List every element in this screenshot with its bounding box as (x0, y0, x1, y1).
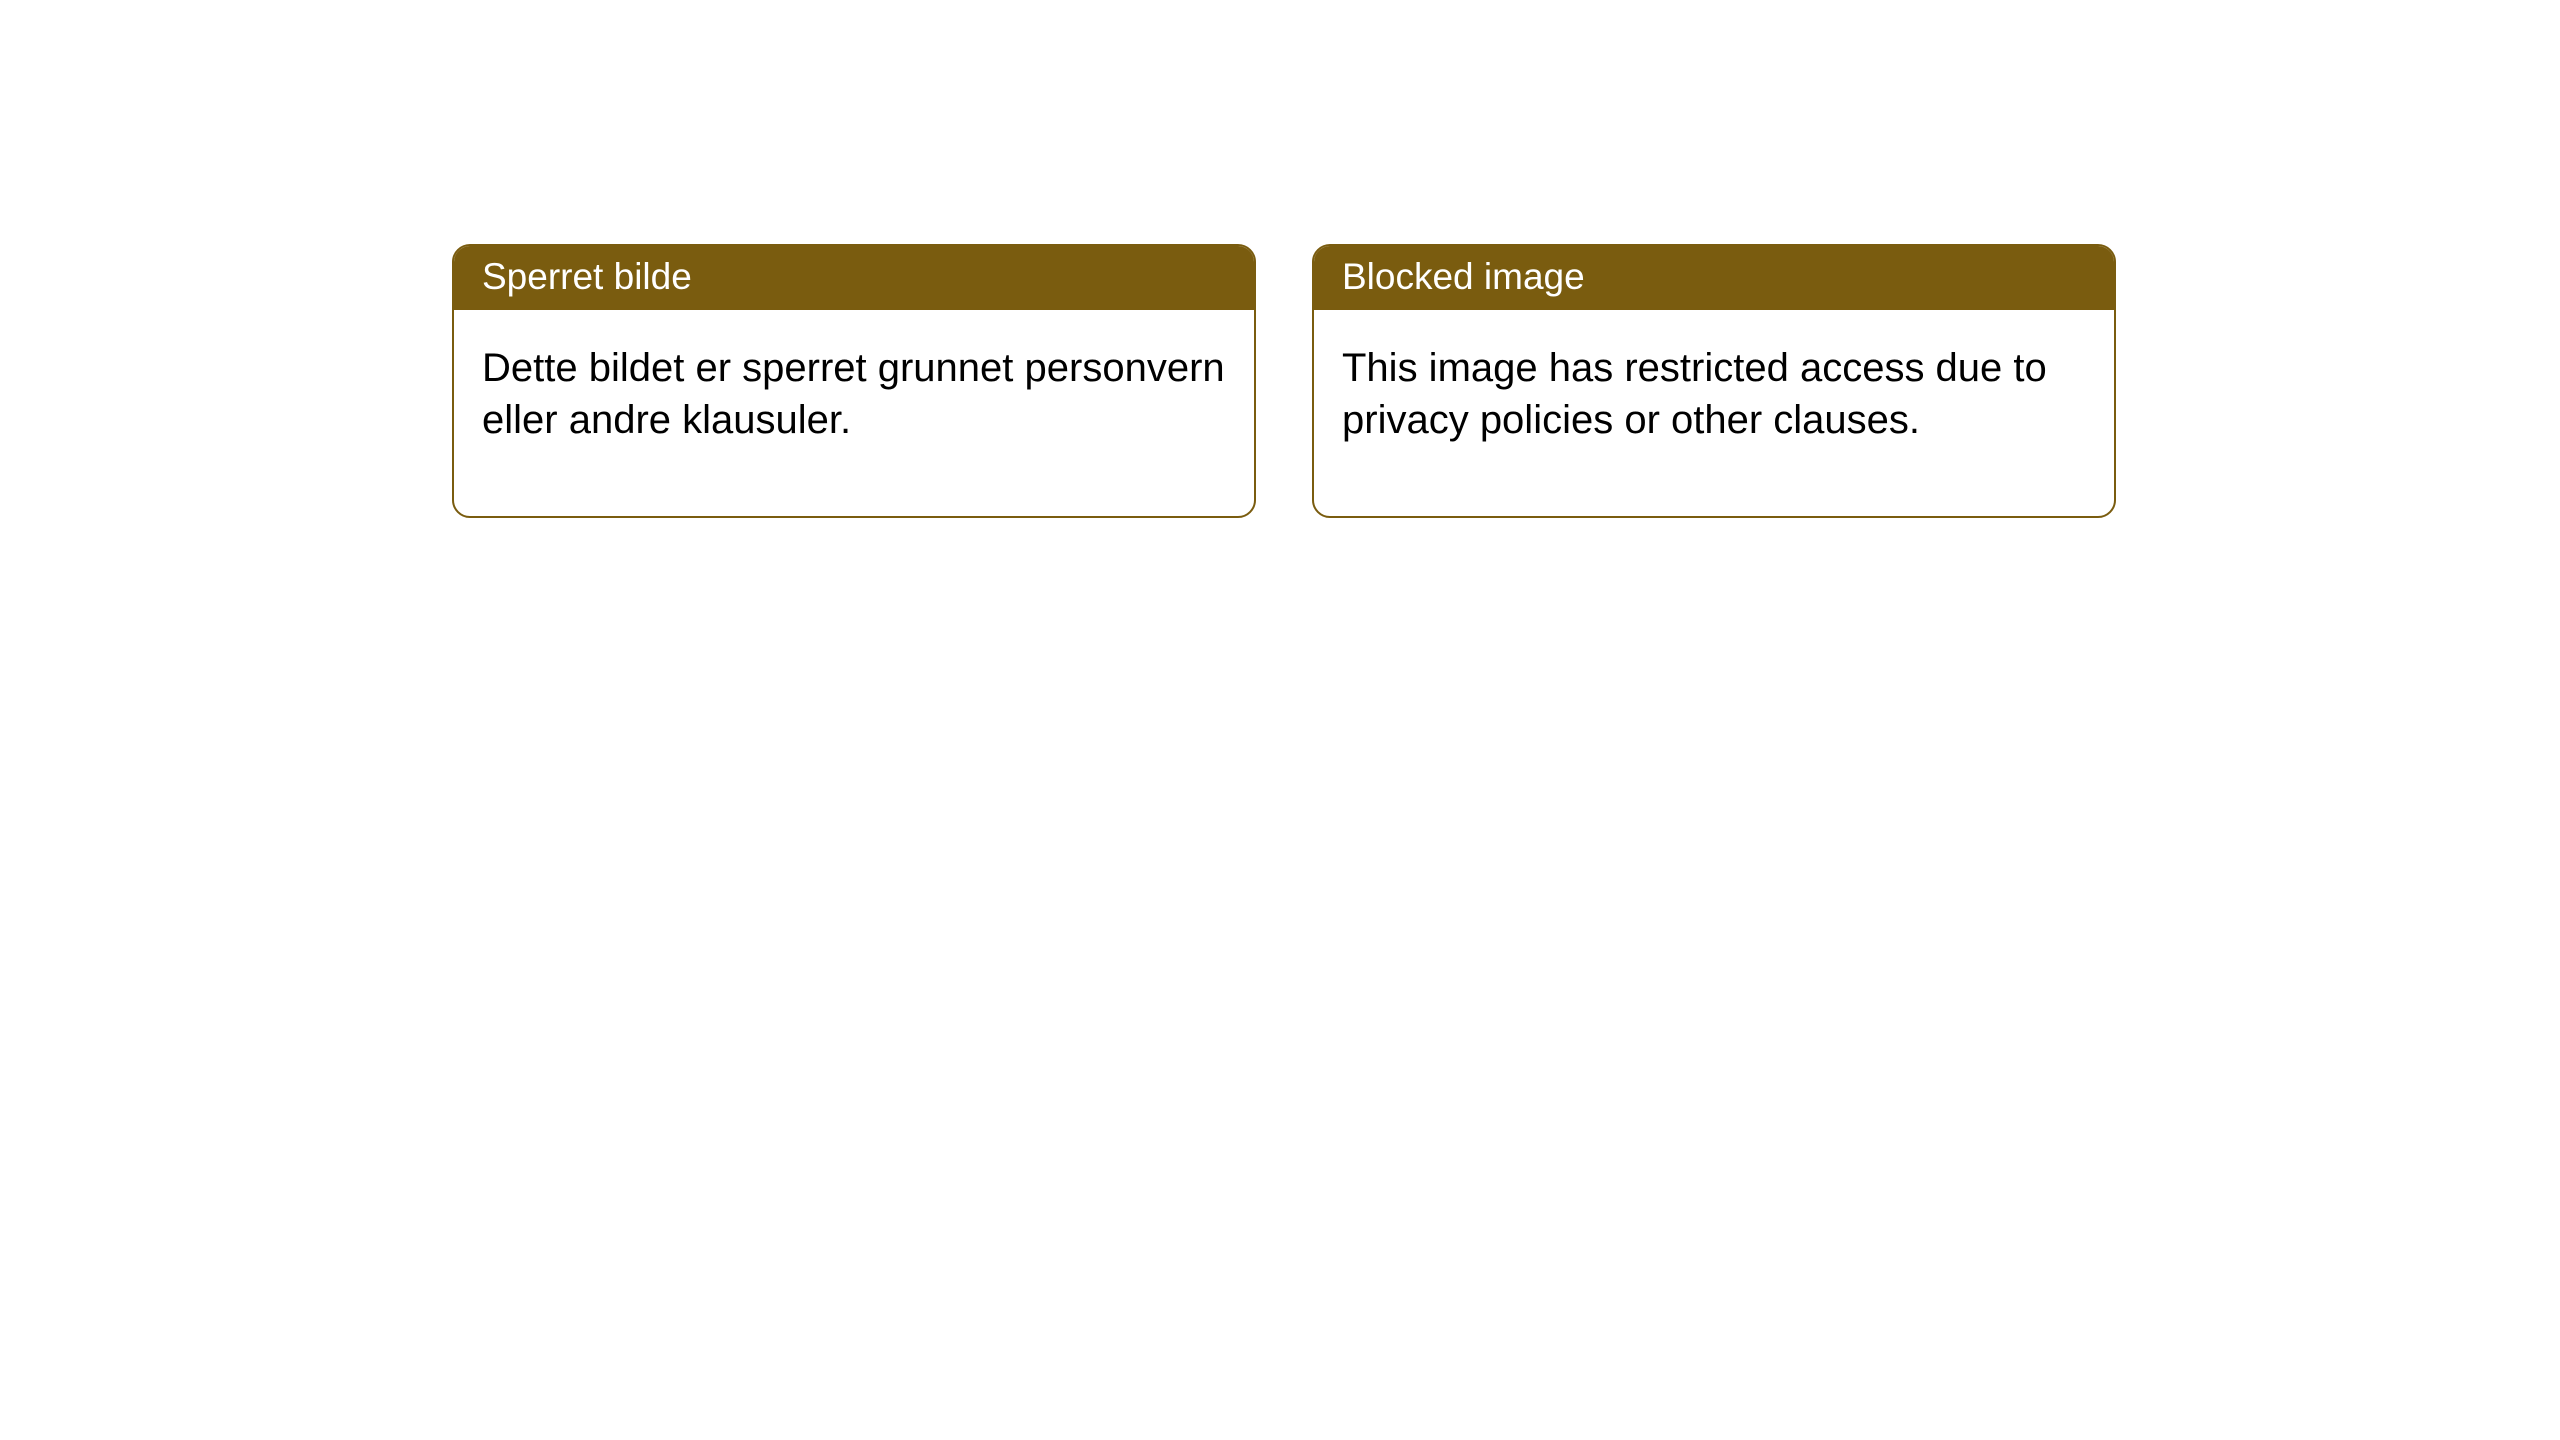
notice-body-norwegian: Dette bildet er sperret grunnet personve… (454, 310, 1254, 516)
notice-header-norwegian: Sperret bilde (454, 246, 1254, 310)
notice-card-english: Blocked image This image has restricted … (1312, 244, 2116, 518)
notice-card-norwegian: Sperret bilde Dette bildet er sperret gr… (452, 244, 1256, 518)
notice-cards-container: Sperret bilde Dette bildet er sperret gr… (452, 244, 2116, 518)
notice-header-english: Blocked image (1314, 246, 2114, 310)
notice-body-english: This image has restricted access due to … (1314, 310, 2114, 516)
